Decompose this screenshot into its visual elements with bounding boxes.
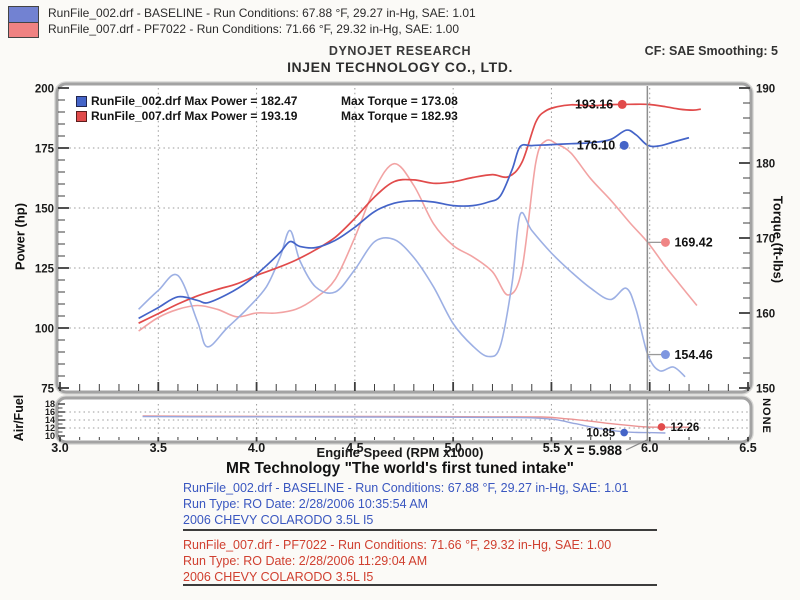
marker-value-label: 154.46 — [674, 348, 712, 362]
run1-conditions-text: RunFile_002.drf - BASELINE - Run Conditi… — [48, 6, 476, 20]
pf7022-swatch — [9, 22, 38, 37]
marker-dot — [660, 237, 670, 247]
svg-text:10: 10 — [45, 431, 55, 441]
svg-text:160: 160 — [756, 309, 775, 321]
marker-value-label: 169.42 — [674, 236, 712, 250]
series-power_blue — [138, 129, 690, 320]
series-torque_red — [138, 139, 698, 332]
af-frame — [55, 396, 753, 444]
svg-text:12: 12 — [45, 423, 55, 433]
footer-divider-top — [183, 529, 657, 531]
gridlines — [60, 88, 748, 436]
baseline-legend-swatch — [76, 95, 87, 107]
svg-text:100: 100 — [35, 324, 54, 336]
af-plot-background — [57, 398, 751, 442]
marker-value-label: 176.10 — [577, 139, 615, 153]
svg-text:6.0: 6.0 — [641, 441, 658, 455]
torque-axis-label: Torque (ft-lbs) — [770, 195, 786, 284]
tick-labels: 3.0 3.5 4.0 4.5 5.0 5.5 6.0 6.57510012515017520… — [35, 84, 775, 456]
run-color-swatches — [8, 6, 39, 38]
svg-text:18: 18 — [45, 399, 55, 409]
series-power_red — [138, 103, 701, 324]
brand-title: DYNOJET RESEARCH — [328, 44, 472, 58]
af-frame-outer — [54, 395, 754, 445]
pf7022-max-power: RunFile_007.drf Max Power = 193.19 — [91, 109, 298, 123]
pf7022-run-info: RunFile_007.drf - PF7022 - Run Condition… — [183, 537, 683, 585]
footer-slogan: MR Technology "The world's first tuned i… — [226, 460, 574, 477]
svg-text:14: 14 — [45, 415, 55, 425]
marker-dot — [657, 423, 666, 431]
pf7022-legend-swatch — [76, 110, 87, 122]
marker-dot — [619, 140, 629, 150]
svg-text:200: 200 — [35, 84, 54, 96]
baseline-max-power: RunFile_002.drf Max Power = 182.47 — [91, 94, 298, 108]
cursor-markers: 169.42 154.46 193.16 176.10 10.85 12.26 — [575, 98, 713, 440]
svg-text:16: 16 — [45, 407, 55, 417]
series-af_red — [142, 415, 689, 428]
series-torque_blue — [138, 211, 686, 378]
main-frame-outer — [54, 81, 754, 395]
cursor-x-value-label: X = 5.988 — [563, 443, 622, 458]
baseline-run-conditions: RunFile_002.drf - BASELINE - Run Conditi… — [183, 481, 629, 495]
baseline-run-type-date: Run Type: RO Date: 2/28/2006 10:35:54 AM — [183, 497, 429, 511]
svg-text:3.0: 3.0 — [51, 441, 68, 455]
curves — [138, 103, 701, 434]
svg-text:150: 150 — [35, 204, 54, 216]
marker-value-label: 10.85 — [586, 427, 615, 439]
marker-value-label: 193.16 — [575, 98, 613, 112]
marker-dot — [617, 99, 627, 109]
svg-text:175: 175 — [35, 144, 55, 156]
baseline-swatch — [9, 7, 38, 23]
run2-conditions-text: RunFile_007.drf - PF7022 - Run Condition… — [48, 21, 460, 36]
baseline-vehicle: 2006 CHEVY COLARODO 3.5L I5 — [183, 513, 374, 527]
svg-text:6.5: 6.5 — [739, 441, 756, 455]
svg-text:125: 125 — [35, 264, 55, 276]
marker-dot — [620, 428, 628, 437]
pf7022-vehicle: 2006 CHEVY COLARODO 3.5L I5 — [183, 570, 374, 584]
marker-value-label: 12.26 — [671, 422, 700, 434]
correction-factor-label: CF: SAE Smoothing: 5 — [644, 44, 778, 58]
svg-text:3.5: 3.5 — [150, 441, 167, 455]
axis-ticks — [58, 87, 750, 442]
cursor — [625, 86, 649, 451]
af-right-axis-label: NONE — [760, 398, 772, 434]
max-values-legend: RunFile_002.drf Max Power = 182.47 Max T… — [76, 94, 458, 123]
main-frame — [55, 82, 753, 394]
pf7022-max-torque: Max Torque = 182.93 — [341, 109, 458, 123]
series-af_blue — [142, 415, 666, 434]
svg-text:75: 75 — [41, 384, 54, 396]
footer-divider-bottom — [183, 584, 657, 586]
baseline-max-torque: Max Torque = 173.08 — [341, 94, 458, 108]
run-conditions-legend: RunFile_002.drf - BASELINE - Run Conditi… — [8, 6, 476, 38]
pf7022-run-type-date: Run Type: RO Date: 2/28/2006 11:29:04 AM — [183, 554, 428, 568]
power-axis-label: Power (hp) — [12, 202, 28, 271]
svg-text:190: 190 — [756, 84, 775, 96]
marker-dot — [660, 350, 670, 360]
company-title: INJEN TECHNOLOGY CO., LTD. — [287, 59, 513, 75]
x-axis-label: Engine Speed (RPM x1000) — [316, 445, 484, 460]
cursor-label-leader — [625, 438, 649, 451]
main-plot-background — [57, 84, 751, 392]
pf7022-run-conditions: RunFile_007.drf - PF7022 - Run Condition… — [183, 538, 612, 552]
baseline-run-info: RunFile_002.drf - BASELINE - Run Conditi… — [183, 480, 683, 528]
airfuel-axis-label: Air/Fuel — [12, 394, 26, 442]
